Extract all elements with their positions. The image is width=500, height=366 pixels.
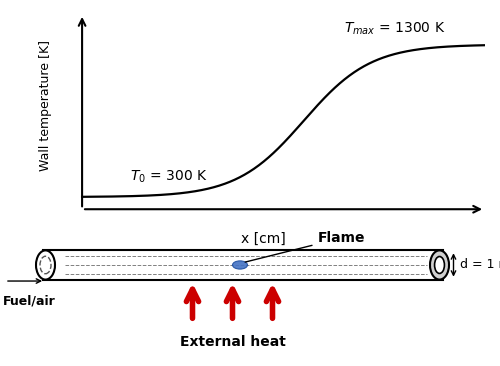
Ellipse shape: [434, 257, 444, 273]
Ellipse shape: [40, 256, 51, 274]
Text: External heat: External heat: [180, 335, 286, 349]
Text: d = 1 mm: d = 1 mm: [460, 258, 500, 272]
Text: x [cm]: x [cm]: [241, 232, 286, 246]
Ellipse shape: [232, 261, 248, 269]
Text: $T_{max}$ = 1300 K: $T_{max}$ = 1300 K: [344, 20, 446, 37]
Bar: [42, 250, 442, 280]
Text: Fuel/air: Fuel/air: [2, 294, 55, 307]
Text: Flame: Flame: [245, 231, 365, 262]
Ellipse shape: [430, 250, 449, 280]
Text: $T_0$ = 300 K: $T_0$ = 300 K: [130, 168, 208, 185]
Ellipse shape: [36, 250, 55, 280]
Text: Wall temperature [K]: Wall temperature [K]: [40, 40, 52, 171]
